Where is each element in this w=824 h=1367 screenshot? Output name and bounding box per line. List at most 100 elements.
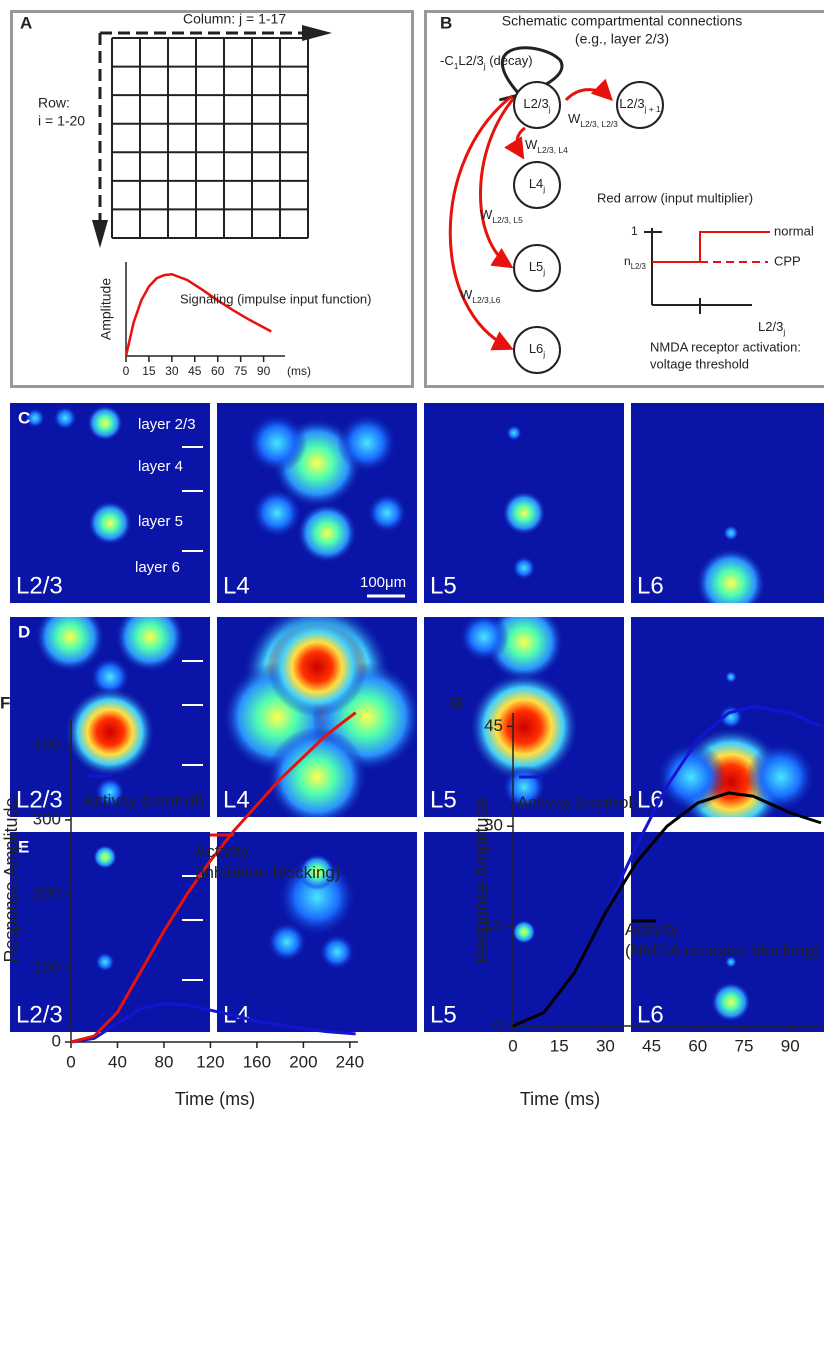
heatmap-blob bbox=[512, 556, 536, 580]
row-range: i = 1-20 bbox=[38, 113, 85, 129]
weight-label: WL2/3, L4 bbox=[525, 137, 568, 155]
text-part: L4 bbox=[529, 176, 543, 191]
weight-label: WL2/3, L2/3 bbox=[568, 111, 618, 129]
subscript: j bbox=[483, 61, 486, 71]
heatmap bbox=[631, 832, 824, 1032]
inset-caption: voltage threshold bbox=[650, 356, 749, 371]
chart-title: Signaling (impulse input function) bbox=[180, 291, 372, 306]
text-part: L2/3 bbox=[458, 53, 483, 68]
heatmap-blob bbox=[506, 425, 522, 441]
column-label: L4 bbox=[223, 572, 250, 599]
heatmap-blob bbox=[299, 854, 335, 890]
heatmap bbox=[424, 832, 624, 1032]
legend-label: Activity (control) bbox=[83, 791, 204, 810]
heatmap-blob bbox=[723, 525, 739, 541]
node-label: L6j bbox=[529, 341, 545, 359]
x-tick-label: 40 bbox=[108, 1052, 127, 1071]
column-label: L5 bbox=[430, 1001, 457, 1028]
text-part: n bbox=[624, 254, 631, 268]
x-tick-label: 30 bbox=[596, 1036, 615, 1055]
node bbox=[513, 81, 561, 129]
panel-label: B bbox=[440, 13, 452, 32]
x-tick-label: 45 bbox=[188, 364, 202, 378]
heatmap-blob bbox=[502, 491, 546, 535]
connection bbox=[448, 94, 514, 351]
panel-title: Schematic compartmental connections bbox=[502, 13, 742, 29]
heatmap-blob bbox=[65, 687, 155, 777]
x-tick-label: 160 bbox=[243, 1052, 271, 1071]
text-part: L2/3 bbox=[523, 96, 548, 111]
heatmap-blob bbox=[297, 503, 357, 563]
text-part: L2/3 bbox=[619, 96, 644, 111]
column-label: L4 bbox=[223, 786, 250, 813]
x-tick-label: 120 bbox=[196, 1052, 224, 1071]
connection bbox=[504, 126, 526, 160]
inset-axis-label: L2/3j bbox=[758, 319, 785, 337]
y-tick-label: 15 bbox=[484, 916, 503, 935]
connection bbox=[479, 97, 516, 269]
heatmap-blob bbox=[367, 493, 407, 533]
heatmap bbox=[631, 403, 824, 603]
panel-subtitle: (e.g., layer 2/3) bbox=[575, 31, 669, 47]
x-tick-label: 60 bbox=[211, 364, 225, 378]
panel-frame bbox=[10, 10, 414, 388]
heatmap bbox=[217, 832, 417, 1032]
data-line bbox=[124, 272, 272, 357]
x-tick-label: 0 bbox=[123, 364, 130, 378]
y-tick-label: 30 bbox=[484, 816, 503, 835]
legend-label: Activity (control) bbox=[517, 793, 638, 812]
subscript: 1 bbox=[454, 61, 459, 71]
x-axis-label: Time (ms) bbox=[520, 1089, 600, 1109]
heatmap-blob bbox=[267, 922, 307, 962]
heatmap bbox=[217, 403, 417, 603]
text-part: L6 bbox=[529, 341, 543, 356]
y-tick-label: 200 bbox=[33, 883, 61, 902]
y-tick-label: 300 bbox=[33, 809, 61, 828]
heatmap-blob bbox=[25, 408, 45, 428]
heatmap-blob bbox=[267, 617, 367, 717]
arrow-head bbox=[92, 220, 108, 248]
connection bbox=[564, 78, 613, 102]
text-part: L5 bbox=[529, 259, 543, 274]
x-tick-label: 90 bbox=[257, 364, 271, 378]
heatmap-blob bbox=[90, 657, 130, 697]
heatmap-blob bbox=[252, 488, 302, 538]
x-tick-label: 240 bbox=[336, 1052, 364, 1071]
subscript: j bbox=[548, 104, 551, 114]
heatmap-blob bbox=[93, 845, 117, 869]
decay-label: -C1L2/3j (decay) bbox=[440, 53, 533, 71]
panel-label: F bbox=[0, 693, 10, 712]
heatmap-blob bbox=[725, 956, 737, 968]
text-part: W bbox=[568, 111, 581, 126]
heatmap-blob bbox=[88, 501, 132, 545]
layer-label: layer 6 bbox=[135, 559, 180, 576]
column-label: Column: j = 1-17 bbox=[183, 11, 286, 27]
subscript: j bbox=[542, 267, 545, 277]
column-label: L5 bbox=[430, 572, 457, 599]
node-label: L4j bbox=[529, 176, 545, 194]
column-label: L6 bbox=[637, 572, 664, 599]
heatmap-blob bbox=[725, 671, 737, 683]
heatmap-blob bbox=[696, 548, 766, 603]
node-label: L5j bbox=[529, 259, 545, 277]
panel-label: G bbox=[450, 693, 463, 712]
y-tick-label: 0 bbox=[52, 1031, 61, 1050]
data-line bbox=[70, 711, 357, 1044]
subscript: L2/3, L5 bbox=[492, 215, 523, 225]
text-part: W bbox=[525, 137, 538, 152]
x-tick-label: 30 bbox=[165, 364, 179, 378]
x-tick-label: 15 bbox=[142, 364, 156, 378]
heatmap-blob bbox=[267, 727, 367, 817]
text-part: L2/3 bbox=[758, 319, 783, 334]
layer-label: layer 4 bbox=[138, 458, 183, 475]
x-tick-label: 0 bbox=[66, 1052, 75, 1071]
heatmap bbox=[217, 617, 417, 817]
layer-label: layer 5 bbox=[138, 513, 183, 530]
data-line bbox=[512, 791, 822, 1028]
heatmap bbox=[10, 832, 210, 1032]
x-tick-label: 75 bbox=[234, 364, 248, 378]
y-axis-label: Response Amplitude bbox=[472, 797, 492, 962]
subscript: j bbox=[542, 349, 545, 359]
threshold-line bbox=[652, 231, 770, 263]
